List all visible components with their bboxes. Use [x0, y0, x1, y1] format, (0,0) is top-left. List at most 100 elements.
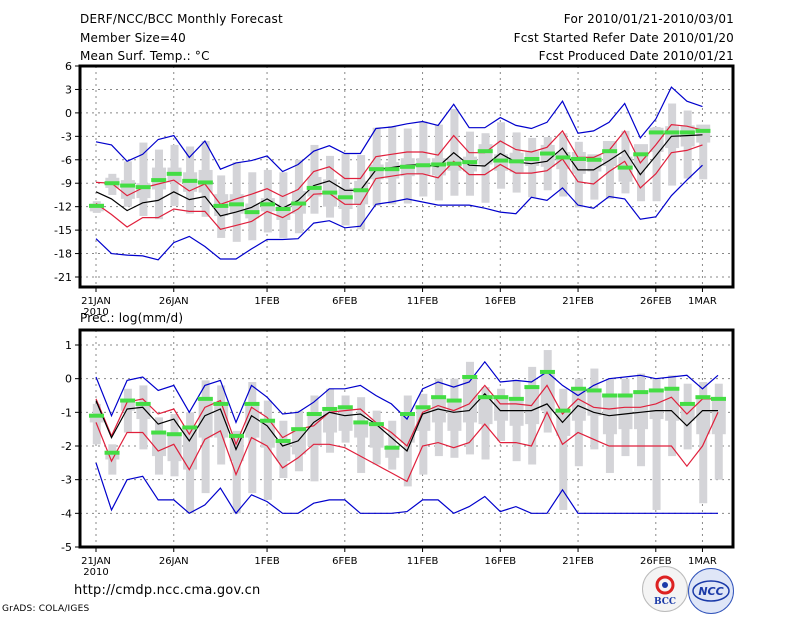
xtick-label: 6FEB	[332, 296, 357, 307]
member-mean-mark	[197, 396, 213, 401]
member-mean-mark	[89, 413, 104, 418]
member-mean-mark	[368, 422, 384, 427]
xtick-label: 6FEB	[332, 556, 357, 567]
spread-bar-outer	[590, 158, 599, 200]
ytick-label: -9	[61, 177, 72, 190]
member-mean-mark	[571, 386, 587, 391]
member-mean-mark	[353, 188, 369, 193]
ytick-label: -3	[61, 130, 72, 143]
spread-bar-inner	[602, 395, 617, 435]
ncc-logo-text: NCC	[698, 585, 723, 598]
ytick-label: -1	[61, 406, 72, 419]
member-mean-mark	[617, 165, 633, 170]
member-mean-mark	[182, 425, 198, 430]
spread-bar-inner	[416, 407, 431, 431]
ytick-label: -6	[61, 154, 72, 167]
spread-bar-inner	[634, 392, 649, 430]
xtick-label: 11FEB	[407, 556, 439, 567]
bottom-variable-label: Prec.: log(mm/d)	[80, 311, 184, 325]
xtick-sublabel: 2010	[83, 307, 108, 318]
spread-bar-outer	[388, 420, 397, 470]
upper-quartile-line	[95, 384, 718, 447]
max-line	[95, 86, 703, 173]
member-mean-mark	[508, 159, 524, 164]
spread-bar-inner	[105, 452, 120, 460]
spread-bar-outer	[528, 137, 537, 198]
member-mean-mark	[695, 128, 711, 133]
member-mean-mark	[151, 178, 167, 183]
spread-bar-inner	[447, 400, 462, 431]
member-mean-mark	[555, 408, 571, 413]
spread-bar-inner	[540, 371, 555, 411]
source-url[interactable]: http://cmdp.ncc.cma.gov.cn	[74, 583, 261, 598]
spread-bar-inner	[696, 124, 711, 143]
spread-bar-outer	[699, 382, 708, 504]
member-mean-mark	[260, 418, 276, 423]
xtick-label: 26JAN	[159, 296, 189, 307]
spread-bar-inner	[198, 398, 213, 438]
spread-bar-inner	[136, 403, 151, 420]
member-mean-mark	[477, 149, 493, 154]
xtick-label: 26FEB	[640, 296, 672, 307]
plot-frame	[78, 328, 735, 549]
member-mean-mark	[135, 185, 151, 190]
member-mean-mark	[322, 406, 338, 411]
min-line	[95, 164, 703, 261]
xtick-label: 11FEB	[407, 296, 439, 307]
xtick-label: 16FEB	[484, 296, 516, 307]
member-mean-mark	[462, 160, 478, 165]
member-mean-mark	[275, 207, 291, 212]
spread-bar-outer	[637, 148, 646, 202]
member-mean-mark	[244, 210, 260, 215]
member-mean-mark	[633, 390, 649, 395]
member-mean-mark	[679, 401, 695, 406]
plot-frame	[78, 64, 735, 289]
forecast-produced-date: Fcst Produced Date 2010/01/21	[538, 49, 734, 63]
member-mean-mark	[539, 151, 555, 156]
member-mean-mark	[384, 167, 400, 172]
spread-bar-inner	[385, 447, 400, 458]
max-line	[95, 360, 719, 425]
xtick-label: 21FEB	[562, 296, 594, 307]
ytick-label: 1	[65, 339, 72, 352]
member-mean-mark	[400, 412, 415, 417]
xtick-label: 1MAR	[688, 556, 717, 567]
spread-bar-inner	[602, 141, 617, 167]
member-mean-mark	[275, 438, 291, 443]
bcc-logo: BCC	[642, 566, 688, 612]
spread-bar-inner	[478, 397, 493, 425]
member-mean-mark	[337, 405, 353, 410]
ytick-label: -12	[54, 201, 72, 214]
member-mean-mark	[648, 388, 664, 393]
spread-bar-inner	[696, 397, 711, 435]
member-mean-mark	[166, 432, 182, 437]
member-mean-mark	[711, 396, 726, 401]
ncc-logo: NCC	[688, 568, 734, 614]
member-mean-mark	[400, 164, 415, 169]
xtick-label: 1FEB	[254, 296, 279, 307]
spread-bar-outer	[652, 378, 661, 510]
member-mean-mark	[306, 185, 322, 190]
spread-bar-inner	[120, 400, 135, 411]
member-mean-mark	[291, 427, 307, 432]
ytick-label: -5	[61, 541, 72, 554]
member-mean-mark	[617, 393, 633, 398]
member-mean-mark	[353, 420, 369, 425]
member-mean-mark	[571, 156, 587, 161]
member-mean-mark	[415, 163, 431, 168]
ytick-label: -21	[54, 271, 72, 284]
member-mean-mark	[182, 178, 198, 183]
spread-bar-inner	[649, 390, 664, 420]
member-mean-mark	[151, 430, 167, 435]
member-mean-mark	[322, 190, 338, 195]
member-mean-mark	[415, 405, 431, 410]
member-mean-mark	[602, 393, 618, 398]
member-mean-mark	[244, 401, 260, 406]
member-mean-mark	[384, 445, 400, 450]
forecast-period: For 2010/01/21-2010/03/01	[563, 12, 734, 26]
spread-bar-inner	[618, 395, 633, 430]
member-mean-mark	[228, 433, 244, 438]
ytick-label: 0	[65, 107, 72, 120]
top-variable-label: Mean Surf. Temp.: °C	[80, 49, 210, 63]
member-mean-mark	[120, 398, 136, 403]
